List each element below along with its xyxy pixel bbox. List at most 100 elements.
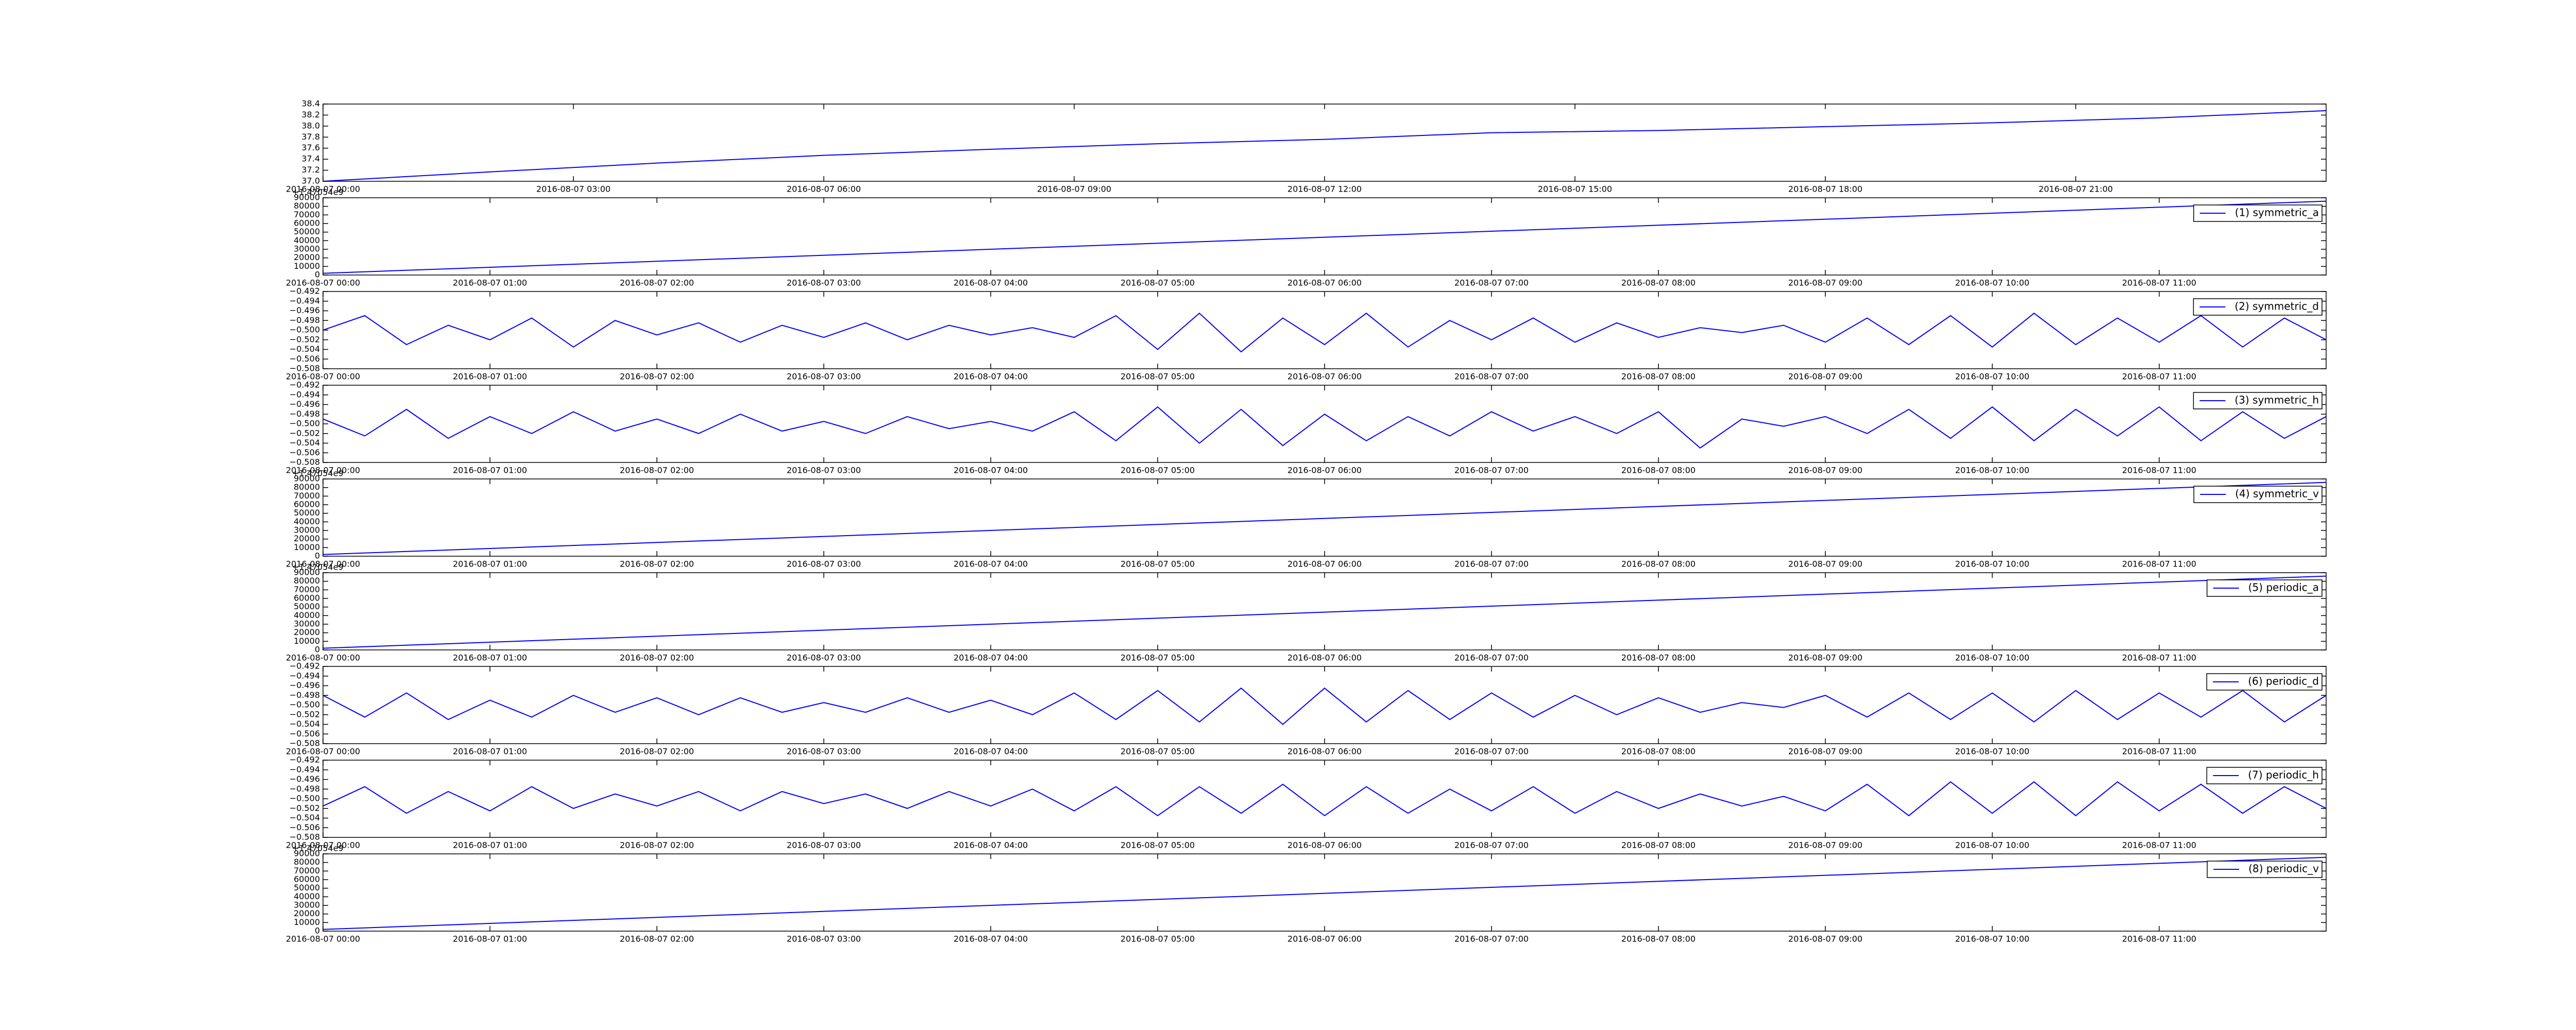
y-tick-label: 0	[315, 926, 320, 936]
x-tick-label: 2016-08-07 06:00	[1287, 653, 1362, 663]
y-tick-label: 30000	[294, 900, 320, 910]
x-tick-label: 2016-08-07 08:00	[1621, 653, 1696, 663]
x-tick-label: 2016-08-07 12:00	[1287, 184, 1362, 194]
y-tick-label: 10000	[294, 542, 320, 552]
y-tick-label: 70000	[294, 585, 320, 594]
y-tick-label: 20000	[294, 908, 320, 918]
x-tick-label: 2016-08-07 09:00	[1788, 653, 1862, 663]
legend-box	[2206, 673, 2323, 691]
x-tick-label: 2016-08-07 08:00	[1621, 278, 1696, 288]
x-tick-label: 2016-08-07 05:00	[1121, 466, 1195, 475]
y-tick-label: 37.4	[301, 154, 320, 164]
y-tick-label: 60000	[294, 874, 320, 884]
y-tick-label: 20000	[294, 534, 320, 543]
data-line	[323, 575, 2327, 649]
axes-frame	[323, 197, 2327, 276]
axes-frame	[323, 385, 2327, 463]
x-tick-label: 2016-08-07 04:00	[954, 372, 1028, 382]
x-tick-label: 2016-08-07 05:00	[1121, 559, 1195, 569]
x-tick-label: 2016-08-07 06:00	[1287, 372, 1362, 382]
x-tick-label: 2016-08-07 04:00	[954, 653, 1028, 663]
y-tick-label: 50000	[294, 883, 320, 892]
y-tick-label: −0.508	[290, 832, 320, 842]
data-line	[323, 687, 2327, 725]
x-tick-label: 2016-08-07 09:00	[1788, 747, 1862, 757]
axes-frame	[323, 853, 2327, 932]
axes-frame	[323, 104, 2327, 182]
y-tick-label: 70000	[294, 491, 320, 501]
x-tick-label: 2016-08-07 04:00	[954, 559, 1028, 569]
y-tick-label: 37.6	[301, 143, 320, 152]
y-tick-label: −0.496	[290, 305, 320, 315]
legend-label: (5) periodic_a	[2248, 581, 2319, 594]
x-tick-label: 2016-08-07 10:00	[1955, 559, 2029, 569]
offset-text: +1.47054e9	[292, 187, 344, 197]
x-tick-label: 2016-08-07 07:00	[1454, 840, 1529, 850]
axes-frame	[323, 291, 2327, 369]
x-tick-label: 2016-08-07 03:00	[787, 466, 861, 475]
x-tick-label: 2016-08-07 06:00	[1287, 840, 1362, 850]
x-tick-label: 2016-08-07 01:00	[453, 747, 527, 757]
x-tick-label: 2016-08-07 09:00	[1037, 184, 1111, 194]
x-tick-label: 2016-08-07 11:00	[2122, 934, 2196, 944]
axes-background	[323, 760, 2326, 837]
x-tick-label: 2016-08-07 00:00	[286, 653, 360, 663]
x-tick-label: 2016-08-07 11:00	[2122, 840, 2196, 850]
x-tick-label: 2016-08-07 00:00	[286, 184, 360, 194]
y-tick-label: 70000	[294, 210, 320, 219]
axes-frame	[323, 666, 2327, 744]
axes-frame	[323, 572, 2327, 650]
x-tick-label: 2016-08-07 11:00	[2122, 559, 2196, 569]
x-tick-label: 2016-08-07 07:00	[1454, 559, 1529, 569]
y-tick-label: −0.492	[290, 661, 320, 671]
data-line	[323, 856, 2327, 930]
legend-box	[2193, 486, 2323, 503]
x-tick-label: 2016-08-07 06:00	[1287, 466, 1362, 475]
x-tick-label: 2016-08-07 15:00	[1538, 184, 1612, 194]
y-tick-label: 90000	[294, 474, 320, 484]
x-tick-label: 2016-08-07 06:00	[1287, 747, 1362, 757]
data-line	[323, 312, 2327, 353]
y-tick-label: 30000	[294, 619, 320, 629]
x-tick-label: 2016-08-07 11:00	[2122, 278, 2196, 288]
y-tick-label: −0.504	[290, 344, 320, 354]
y-tick-label: 40000	[294, 610, 320, 620]
y-tick-label: −0.500	[290, 794, 320, 803]
x-tick-label: 2016-08-07 02:00	[620, 934, 694, 944]
x-tick-label: 2016-08-07 02:00	[620, 653, 694, 663]
legend-label: (7) periodic_h	[2248, 769, 2319, 781]
data-line	[323, 406, 2327, 449]
x-tick-label: 2016-08-07 08:00	[1621, 934, 1696, 944]
offset-text: +1.47054e9	[292, 469, 344, 478]
y-tick-label: 38.4	[301, 99, 320, 109]
x-tick-label: 2016-08-07 01:00	[453, 559, 527, 569]
x-tick-label: 2016-08-07 04:00	[954, 747, 1028, 757]
x-tick-label: 2016-08-07 10:00	[1955, 372, 2029, 382]
x-tick-label: 2016-08-07 07:00	[1454, 653, 1529, 663]
x-tick-label: 2016-08-07 11:00	[2122, 747, 2196, 757]
x-tick-label: 2016-08-07 03:00	[787, 934, 861, 944]
x-tick-label: 2016-08-07 02:00	[620, 559, 694, 569]
y-tick-label: −0.494	[290, 296, 320, 305]
x-tick-label: 2016-08-07 07:00	[1454, 278, 1529, 288]
y-tick-label: −0.502	[290, 334, 320, 344]
y-tick-label: −0.500	[290, 419, 320, 428]
y-tick-label: 90000	[294, 849, 320, 859]
y-tick-label: −0.496	[290, 774, 320, 784]
y-tick-label: 30000	[294, 244, 320, 254]
y-tick-label: 37.0	[301, 176, 320, 186]
x-tick-label: 2016-08-07 09:00	[1788, 372, 1862, 382]
x-tick-label: 2016-08-07 01:00	[453, 840, 527, 850]
x-tick-label: 2016-08-07 00:00	[286, 278, 360, 288]
y-tick-label: 80000	[294, 576, 320, 586]
axes-background	[323, 666, 2326, 744]
y-tick-label: 20000	[294, 627, 320, 637]
x-tick-label: 2016-08-07 08:00	[1621, 840, 1696, 850]
x-tick-label: 2016-08-07 10:00	[1955, 747, 2029, 757]
x-tick-label: 2016-08-07 01:00	[453, 278, 527, 288]
data-line	[323, 781, 2327, 817]
y-tick-label: −0.506	[290, 354, 320, 364]
y-tick-label: −0.504	[290, 719, 320, 729]
y-tick-label: 37.2	[301, 165, 320, 175]
x-tick-label: 2016-08-07 10:00	[1955, 934, 2029, 944]
